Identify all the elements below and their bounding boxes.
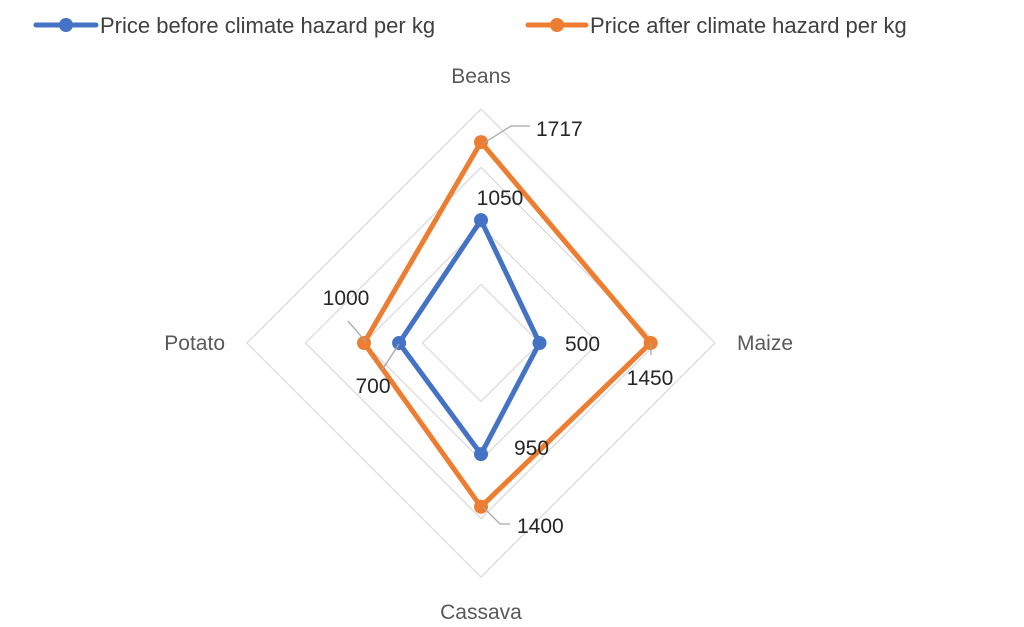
leader-line-beans-after [483, 125, 530, 144]
legend-item-before: Price before climate hazard per kg [33, 13, 435, 38]
legend-marker-icon [59, 18, 73, 32]
data-label-after-potato: 1000 [323, 287, 370, 310]
data-labels: 1050 500 950 700 1717 1450 1400 1000 [323, 118, 674, 538]
leader-line-potato-before [381, 343, 400, 371]
data-point-before-maize [532, 336, 547, 350]
data-label-after-cassava: 1400 [517, 515, 564, 538]
leader-line-cassava-after [482, 506, 510, 525]
data-point-after-cassava [474, 499, 488, 514]
data-point-before-cassava [474, 447, 488, 462]
data-label-before-potato: 700 [355, 375, 390, 398]
grid-ring-1 [421, 283, 541, 403]
category-label-maize: Maize [737, 332, 793, 355]
data-point-before-beans [474, 213, 488, 228]
legend-item-after: Price after climate hazard per kg [525, 13, 907, 38]
data-point-after-beans [474, 135, 488, 150]
legend-marker-icon [550, 18, 564, 32]
series-before [392, 213, 547, 462]
grid-ring-4 [246, 108, 716, 578]
data-label-after-beans: 1717 [536, 118, 583, 141]
leader-lines [347, 125, 652, 525]
category-label-potato: Potato [164, 332, 225, 355]
data-label-before-cassava: 950 [514, 437, 549, 460]
category-label-beans: Beans [451, 65, 511, 88]
category-labels: Beans Maize Cassava Potato [164, 65, 793, 624]
data-label-before-beans: 1050 [477, 187, 524, 210]
data-label-after-maize: 1450 [627, 367, 674, 390]
legend: Price before climate hazard per kg Price … [33, 13, 907, 38]
leader-line-potato-after [347, 320, 367, 343]
data-point-after-potato [357, 336, 371, 350]
category-label-cassava: Cassava [440, 601, 522, 624]
data-point-before-potato [392, 336, 407, 350]
legend-label: Price after climate hazard per kg [590, 13, 907, 38]
legend-label: Price before climate hazard per kg [100, 13, 435, 38]
data-label-before-maize: 500 [565, 333, 600, 356]
